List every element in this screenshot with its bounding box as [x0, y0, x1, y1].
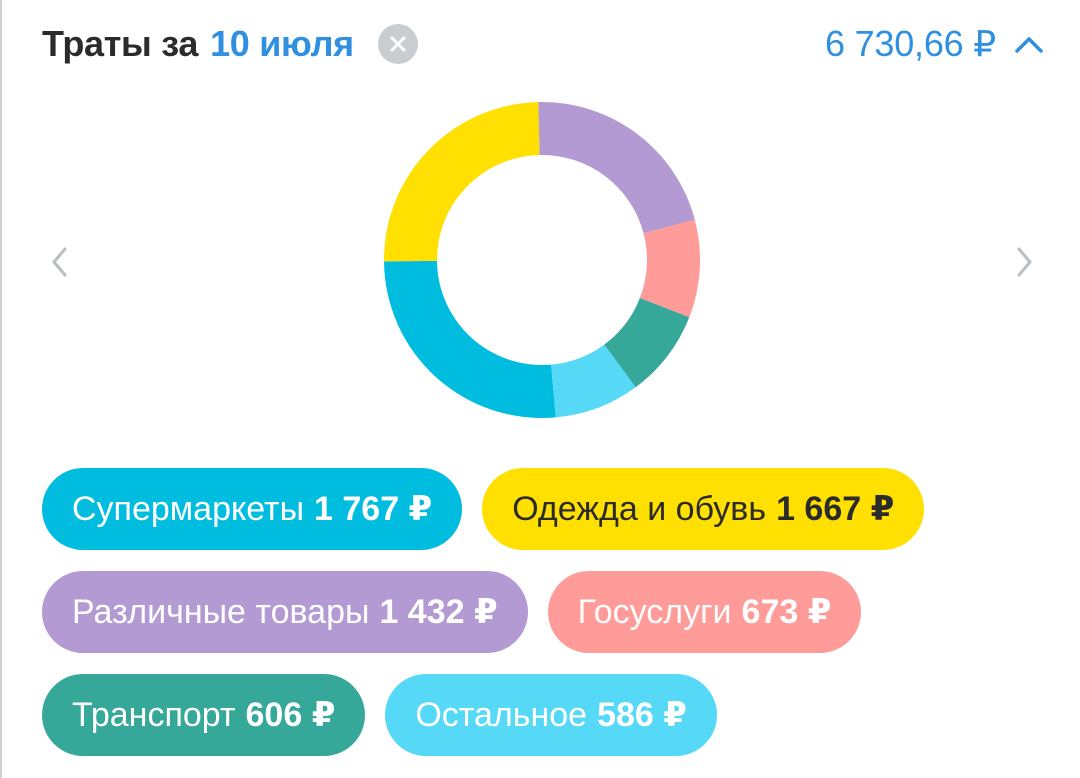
chip-row: Супермаркеты 1 767 ₽ Одежда и обувь 1 66… — [42, 468, 1052, 550]
date-selector[interactable]: 10 июля — [210, 23, 354, 64]
donut-slice-6 — [551, 344, 636, 418]
category-name: Транспорт — [72, 695, 236, 734]
donut-slice-1 — [384, 260, 556, 418]
category-amount: 586 ₽ — [597, 696, 687, 734]
category-chip-transport[interactable]: Транспорт 606 ₽ — [42, 674, 366, 756]
title-group: Траты за 10 июля — [42, 23, 418, 65]
category-amount: 606 ₽ — [245, 696, 336, 734]
chip-row: Различные товары 1 432 ₽ Госуслуги 673 ₽ — [42, 571, 1052, 653]
donut-slice-5 — [604, 298, 690, 388]
page-title: Траты за — [42, 23, 199, 64]
category-name: Остальное — [415, 695, 588, 734]
category-amount: 1 432 ₽ — [379, 593, 498, 631]
prev-period-button[interactable] — [44, 244, 74, 280]
chevron-right-icon — [1017, 247, 1032, 277]
category-name: Различные товары — [72, 592, 370, 631]
category-amount: 1 667 ₽ — [776, 490, 895, 528]
category-chip-supermarkets[interactable]: Супермаркеты 1 767 ₽ — [42, 468, 463, 550]
clear-date-button[interactable] — [377, 24, 418, 64]
category-chip-other[interactable]: Остальное 586 ₽ — [385, 674, 717, 756]
spending-donut-chart — [384, 102, 700, 418]
category-amount: 673 ₽ — [741, 593, 832, 631]
donut-slice-3 — [538, 102, 695, 234]
category-chips: Супермаркеты 1 767 ₽ Одежда и обувь 1 66… — [42, 468, 1052, 777]
category-amount: 1 767 ₽ — [314, 490, 433, 528]
close-icon — [390, 36, 406, 52]
category-chip-gov-services[interactable]: Госуслуги 673 ₽ — [547, 571, 862, 653]
next-period-button[interactable] — [1010, 244, 1040, 280]
category-chip-misc-goods[interactable]: Различные товары 1 432 ₽ — [42, 571, 528, 653]
category-name: Госуслуги — [577, 592, 732, 631]
donut-slice-2 — [384, 102, 540, 262]
donut-slice-4 — [639, 219, 700, 318]
total-amount: 6 730,66 ₽ — [824, 23, 996, 64]
chip-row: Транспорт 606 ₽ Остальное 586 ₽ — [42, 674, 1052, 756]
category-name: Супермаркеты — [72, 489, 305, 528]
category-chip-clothing[interactable]: Одежда и обувь 1 667 ₽ — [482, 468, 925, 550]
chevron-up-icon — [1014, 34, 1044, 54]
chevron-left-icon — [52, 247, 67, 277]
total-toggle[interactable]: 6 730,66 ₽ — [825, 23, 1044, 65]
header: Траты за 10 июля 6 730,66 ₽ — [42, 16, 1044, 72]
category-name: Одежда и обувь — [512, 489, 767, 528]
